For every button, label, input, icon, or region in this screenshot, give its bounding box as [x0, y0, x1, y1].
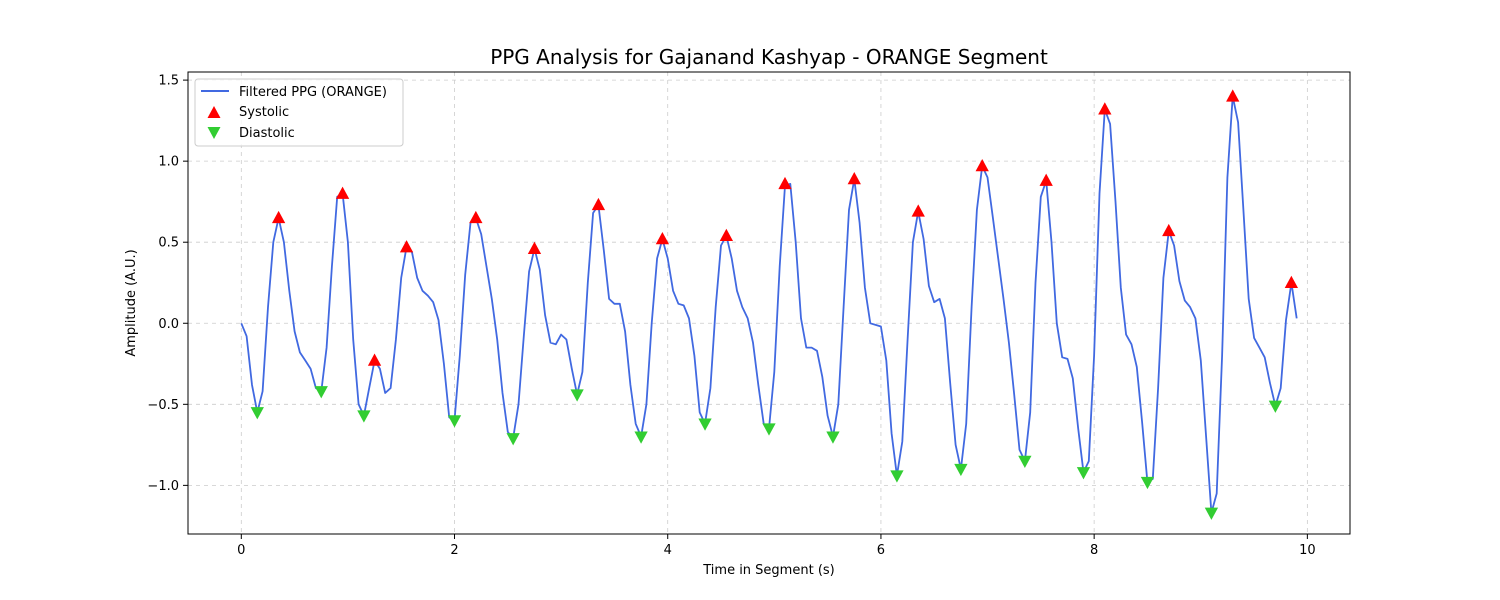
y-axis-label: Amplitude (A.U.) [124, 249, 139, 356]
systolic-marker [847, 171, 861, 185]
legend: Filtered PPG (ORANGE) Systolic Diastolic [194, 78, 404, 147]
y-tick-label: −0.5 [147, 398, 179, 413]
systolic-marker [911, 204, 925, 217]
legend-label-systolic: Systolic [239, 105, 289, 120]
diastolic-marker [506, 433, 520, 446]
systolic-marker [469, 210, 483, 224]
systolic-marker [1226, 89, 1240, 102]
systolic-marker [527, 241, 542, 254]
x-tick-label: 8 [1090, 543, 1098, 558]
y-tick-label: 1.5 [158, 74, 179, 89]
systolic-marker [367, 353, 382, 366]
systolic-marker [975, 159, 989, 172]
diastolic-marker [762, 423, 776, 436]
systolic-marker [335, 186, 350, 199]
x-tick-label: 6 [877, 543, 885, 558]
diastolic-marker [1018, 455, 1032, 469]
diastolic-marker [1204, 507, 1219, 520]
diastolic-marker [1140, 476, 1155, 490]
systolic-marker [1098, 102, 1112, 115]
systolic-marker [271, 210, 286, 224]
diastolic-marker [890, 470, 904, 483]
systolic-marker [1284, 275, 1299, 288]
systolic-marker [1039, 173, 1053, 186]
x-tick-label: 10 [1299, 543, 1316, 558]
diastolic-marker [570, 389, 584, 402]
y-tick-label: −1.0 [147, 479, 179, 494]
x-axis-label: Time in Segment (s) [702, 563, 834, 578]
x-tick-label: 0 [237, 543, 245, 558]
y-tick-label: 0.0 [158, 317, 179, 332]
diastolic-marker [1076, 467, 1091, 480]
x-tick-label: 2 [450, 543, 458, 558]
legend-triangle-down-icon [207, 127, 221, 139]
diastolic-marker [954, 463, 968, 477]
systolic-marker [1162, 223, 1176, 237]
systolic-marker [778, 176, 792, 190]
diastolic-marker [447, 415, 462, 428]
plot-frame [187, 71, 1351, 535]
systolic-marker [655, 231, 670, 245]
legend-label-diastolic: Diastolic [239, 126, 295, 141]
axis-ticks: 0 2 4 6 8 10 −1.0 −0.5 0.0 0.5 1.0 1.5 [147, 74, 1315, 558]
systolic-marker [719, 228, 734, 241]
legend-triangle-up-icon [207, 106, 221, 118]
diastolic-marker [250, 407, 264, 420]
diastolic-marker [1268, 400, 1283, 413]
y-tick-label: 1.0 [158, 155, 179, 170]
x-tick-label: 4 [664, 543, 672, 558]
diastolic-marker [634, 431, 648, 444]
legend-box [194, 78, 404, 147]
diastolic-marker [314, 386, 328, 399]
y-tick-label: 0.5 [158, 236, 179, 251]
systolic-marker [399, 240, 414, 253]
diastolic-marker [826, 431, 840, 444]
diastolic-marker [698, 418, 712, 431]
plot-series [240, 89, 1299, 520]
diastolic-marker [357, 410, 371, 423]
chart-title: PPG Analysis for Gajanand Kashyap - ORAN… [490, 45, 1048, 69]
legend-label-filtered: Filtered PPG (ORANGE) [239, 85, 387, 100]
systolic-marker [591, 197, 606, 211]
